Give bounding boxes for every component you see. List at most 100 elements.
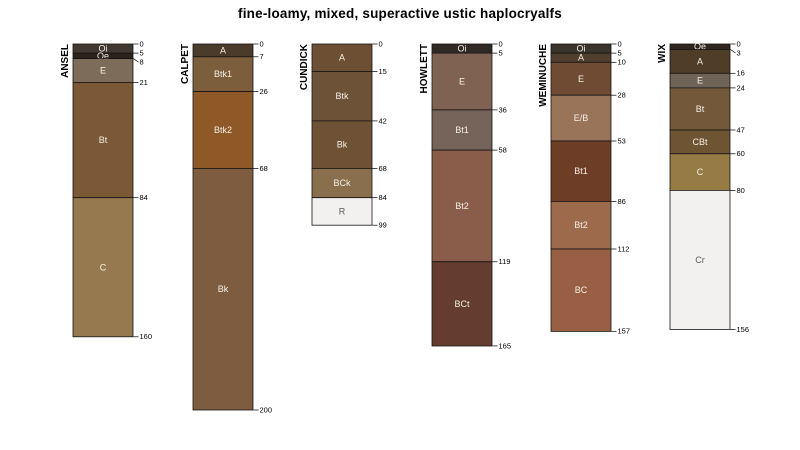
depth-label: 119 bbox=[499, 257, 511, 266]
depth-label: 53 bbox=[618, 136, 626, 145]
depth-label: 10 bbox=[618, 58, 626, 67]
horizon-label: Oe bbox=[97, 51, 109, 61]
horizon-label: Bt bbox=[696, 104, 705, 114]
depth-label: 0 bbox=[618, 39, 622, 48]
horizon-rect-bt bbox=[72, 82, 134, 199]
horizon-label: Oe bbox=[694, 42, 706, 52]
depth-label: 112 bbox=[618, 244, 630, 253]
horizon-label: A bbox=[339, 53, 345, 63]
horizon-label: Btk bbox=[335, 91, 349, 101]
depth-label: 21 bbox=[140, 78, 148, 87]
horizon-label: A bbox=[578, 53, 584, 63]
depth-label: 0 bbox=[140, 39, 144, 48]
profile-calpet: CALPET A Btk1 Btk2 Bk 0 7 26 68 200 bbox=[180, 39, 272, 414]
depth-label: 68 bbox=[260, 164, 268, 173]
horizon-label: A bbox=[697, 56, 703, 66]
horizon-rect-cr bbox=[669, 189, 731, 330]
horizon-rect-c bbox=[72, 197, 134, 338]
depth-label: 86 bbox=[618, 197, 626, 206]
depth-label: 0 bbox=[260, 39, 264, 48]
horizon-label: Bk bbox=[337, 140, 348, 150]
profile-name-label: WEMINUCHE bbox=[538, 44, 549, 107]
horizon-rect-bt2 bbox=[431, 149, 493, 263]
profile-name-label: ANSEL bbox=[60, 44, 71, 78]
horizon-rect-btk2 bbox=[192, 91, 254, 169]
depth-label: 8 bbox=[140, 58, 144, 67]
depth-label: 5 bbox=[618, 49, 622, 58]
horizon-label: Oi bbox=[577, 44, 586, 54]
horizon-label: C bbox=[100, 262, 107, 272]
profile-name-label: HOWLETT bbox=[419, 44, 430, 93]
horizon-rect-c bbox=[669, 153, 731, 191]
horizon-rect-r bbox=[311, 197, 373, 226]
depth-label: 99 bbox=[379, 221, 387, 230]
depth-label: 5 bbox=[499, 49, 503, 58]
depth-label: 28 bbox=[618, 91, 626, 100]
horizon-rect-bt bbox=[669, 87, 731, 131]
horizon-label: Oi bbox=[458, 44, 467, 54]
profile-name-label: CUNDICK bbox=[299, 43, 310, 90]
profile-cundick: CUNDICK A Btk Bk BCk R 0 15 42 68 84 99 bbox=[299, 39, 387, 229]
depth-tick-line bbox=[730, 49, 736, 54]
profile-howlett: HOWLETT Oi E Bt1 Bt2 BCt 05 36 58 119 165 bbox=[419, 39, 511, 350]
horizon-label: Bk bbox=[218, 284, 229, 294]
horizon-label: E/B bbox=[574, 113, 589, 123]
horizon-label: E bbox=[459, 77, 465, 87]
depth-label: 47 bbox=[737, 125, 745, 134]
depth-label: 3 bbox=[737, 48, 741, 57]
horizon-label: E bbox=[100, 66, 106, 76]
depth-label: 0 bbox=[379, 39, 383, 48]
depth-label: 5 bbox=[140, 49, 144, 58]
horizon-rect-bt2 bbox=[550, 200, 612, 250]
depth-label: 80 bbox=[737, 186, 745, 195]
depth-label: 84 bbox=[140, 193, 148, 202]
horizon-rect-a bbox=[311, 43, 373, 72]
profile-name-label: CALPET bbox=[180, 44, 191, 84]
horizon-label: BCt bbox=[454, 299, 470, 309]
depth-label: 42 bbox=[379, 116, 387, 125]
horizon-label: A bbox=[220, 45, 226, 55]
profile-wix: WIX Oe AE Bt CBt C Cr 03 16 24 47 60 80 156 bbox=[657, 39, 750, 334]
horizon-label: BC bbox=[575, 285, 588, 295]
depth-label: 160 bbox=[140, 332, 153, 341]
depth-label: 165 bbox=[499, 341, 512, 350]
horizon-label: Bt1 bbox=[574, 166, 588, 176]
depth-label: 84 bbox=[379, 193, 387, 202]
horizon-label: E bbox=[697, 76, 703, 86]
horizon-rect-bk bbox=[192, 167, 254, 411]
depth-label: 157 bbox=[618, 327, 631, 336]
horizon-label: R bbox=[339, 206, 346, 216]
depth-label: 15 bbox=[379, 67, 387, 76]
horizon-label: Bt2 bbox=[574, 220, 588, 230]
depth-label: 68 bbox=[379, 164, 387, 173]
horizon-label: BCk bbox=[333, 178, 351, 188]
depth-label: 36 bbox=[499, 105, 507, 114]
depth-label: 58 bbox=[499, 146, 507, 155]
horizon-rect-bt1 bbox=[550, 140, 612, 202]
depth-label: 0 bbox=[499, 39, 503, 48]
horizon-label: Oi bbox=[99, 44, 108, 54]
horizon-label: Bt2 bbox=[455, 201, 469, 211]
horizon-label: Btk1 bbox=[214, 69, 232, 79]
depth-label: 200 bbox=[260, 405, 273, 414]
horizon-rect-e bbox=[550, 61, 612, 96]
horizon-label: Cr bbox=[695, 255, 705, 265]
horizon-rect-btk bbox=[311, 71, 373, 122]
plot-title: fine-loamy, mixed, superactive ustic hap… bbox=[238, 6, 562, 21]
depth-label: 7 bbox=[260, 52, 264, 61]
horizon-rect-bt1 bbox=[431, 109, 493, 151]
depth-label: 24 bbox=[737, 83, 745, 92]
horizon-rect-bc bbox=[550, 248, 612, 332]
depth-label: 60 bbox=[737, 149, 745, 158]
horizon-label: Bt1 bbox=[455, 125, 469, 135]
depth-label: 0 bbox=[737, 39, 741, 48]
horizon-rect-e-b bbox=[550, 94, 612, 142]
profile-name-label: WIX bbox=[657, 44, 668, 63]
horizon-rect-btk1 bbox=[192, 56, 254, 92]
horizon-rect-bck bbox=[311, 167, 373, 199]
depth-label: 156 bbox=[737, 325, 750, 334]
